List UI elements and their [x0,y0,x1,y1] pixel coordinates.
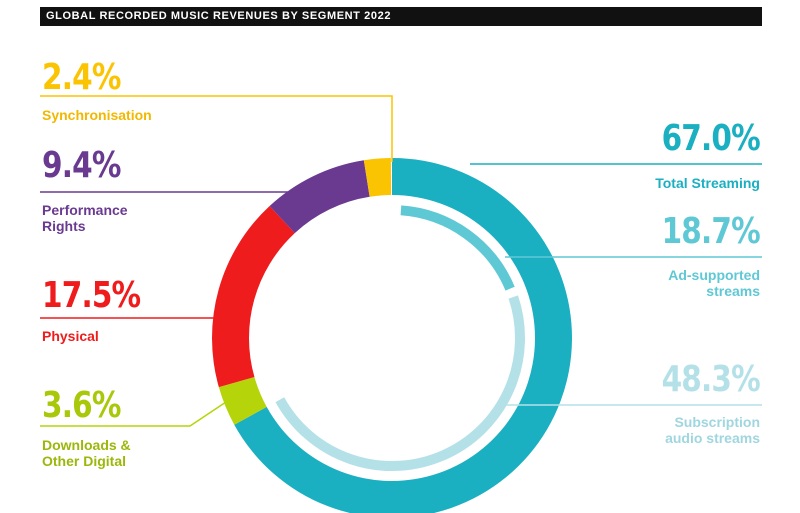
slice-synchronisation [363,158,392,197]
slice-downloads-other-digital [218,377,267,425]
inner-ring [275,205,525,471]
sync-label: Synchronisation [42,107,152,123]
outer-ring [212,158,572,513]
chart-title-bar: GLOBAL RECORDED MUSIC REVENUES BY SEGMEN… [40,7,762,26]
sync-percent: 2.4% [42,57,121,98]
inner-arc-subscription-audio-streams [275,295,525,471]
slice-performance-rights [269,160,370,234]
dl-label: Downloads & Other Digital [42,437,131,469]
inner-arc-ad-supported-streams [400,205,515,291]
ad-label: Ad-supported streams [668,267,760,299]
leader-lines [40,95,762,427]
stream-percent: 67.0% [661,118,761,159]
perf-label: Performance Rights [42,202,128,234]
leader-dl [40,397,233,427]
dl-percent: 3.6% [42,385,121,426]
chart-title: GLOBAL RECORDED MUSIC REVENUES BY SEGMEN… [46,10,392,22]
sub-percent: 48.3% [661,359,761,400]
perf-percent: 9.4% [42,145,121,186]
slice-physical [212,206,295,388]
ad-percent: 18.7% [661,211,761,252]
sub-label: Subscription audio streams [665,414,760,446]
stream-label: Total Streaming [655,175,760,191]
phys-percent: 17.5% [42,275,141,316]
leader-sync [40,95,393,162]
phys-label: Physical [42,328,99,344]
